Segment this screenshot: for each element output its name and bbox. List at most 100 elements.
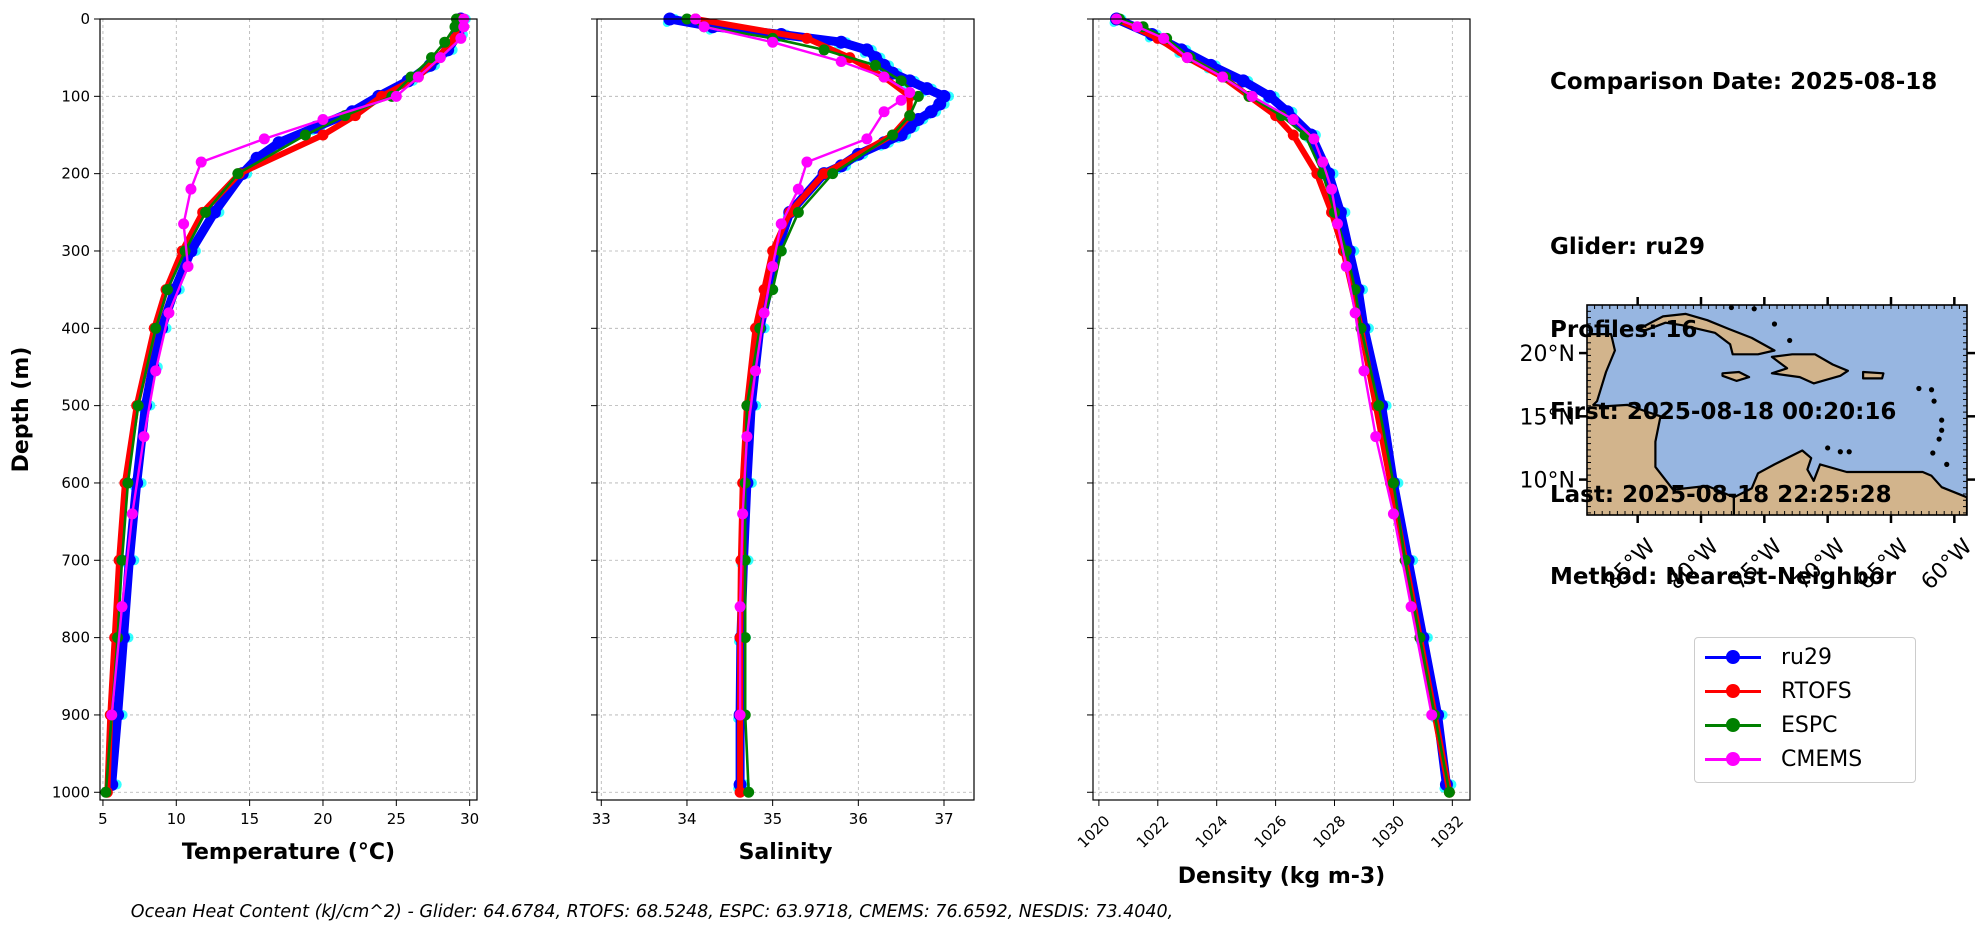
data-point [734, 709, 746, 721]
data-point [317, 114, 329, 126]
data-point [1263, 89, 1277, 103]
data-point [434, 52, 446, 64]
south-america [1732, 449, 1967, 515]
island [1825, 445, 1831, 451]
x-tick-label: 30 [460, 810, 479, 828]
data-point [1308, 133, 1320, 145]
x-tick-label: 36 [849, 810, 868, 828]
data-point [698, 21, 710, 33]
data-point [904, 110, 916, 122]
data-point [100, 786, 112, 798]
comparison-info: Comparison Date: 2025-08-18 ​ Glider: ru… [1550, 14, 1937, 619]
data-point [818, 44, 830, 56]
data-point [741, 431, 753, 443]
data-point [116, 554, 128, 566]
legend-swatch [1705, 649, 1761, 664]
data-point [150, 322, 162, 334]
data-point [1349, 307, 1361, 319]
series-line-ru29 [1112, 14, 1451, 789]
data-point [1426, 709, 1438, 721]
x-axis-label: Temperature (°C) [182, 840, 395, 865]
data-point [835, 56, 847, 68]
data-point [775, 245, 787, 257]
data-point [439, 36, 451, 48]
data-point [299, 129, 311, 141]
axes-frame [99, 18, 478, 801]
y-axis-label: Depth (m) [9, 347, 34, 473]
x-tick-label: 1022 [1133, 812, 1173, 852]
first-profile-time: First: 2025-08-18 00:20:16 [1550, 399, 1897, 425]
series-line-cmems [110, 17, 465, 717]
data-point [272, 136, 286, 150]
data-point [924, 105, 938, 119]
cuba [1637, 312, 1776, 356]
axes-frame [1092, 18, 1471, 801]
data-point [1326, 183, 1338, 195]
x-tick-label: 15 [240, 810, 259, 828]
data-point [1331, 218, 1343, 230]
plot-1: 5 10 15 20 25 3001002003004005006007008009001… [9, 10, 479, 865]
data-point [792, 206, 804, 218]
data-point [1236, 74, 1250, 88]
island [1930, 450, 1936, 456]
data-point [1287, 129, 1299, 141]
series-ru29 [104, 12, 471, 793]
central-america [1587, 333, 1736, 515]
data-point [827, 168, 839, 180]
legend-label: ESPC [1781, 712, 1838, 738]
island [1787, 337, 1793, 344]
data-point [792, 183, 804, 195]
x-tick-label: 1030 [1368, 812, 1408, 852]
island [1931, 398, 1937, 404]
data-point [754, 322, 766, 334]
x-tick-label: 35 [763, 810, 782, 828]
data-point [390, 90, 402, 102]
data-point [1370, 431, 1382, 443]
data-point [1287, 114, 1299, 126]
data-point [1405, 601, 1417, 613]
jamaica [1721, 370, 1751, 382]
map-lat-label: 15°N [1520, 405, 1575, 430]
island [1846, 449, 1852, 455]
data-point [861, 133, 873, 145]
series-line-ru29 [107, 14, 466, 789]
data-point [869, 59, 881, 71]
y-tick-label: 700 [61, 551, 90, 569]
data-point [739, 632, 751, 644]
data-point [758, 307, 770, 319]
series-cmems [690, 13, 916, 721]
y-tick-label: 100 [61, 87, 90, 105]
x-axis-label: Density (kg m-3) [1178, 864, 1386, 889]
island [1939, 417, 1945, 423]
x-tick-label: 25 [387, 810, 406, 828]
island [1939, 427, 1945, 433]
y-tick-label: 300 [61, 242, 90, 260]
data-point [163, 307, 175, 319]
data-point [132, 400, 144, 412]
data-point [412, 71, 424, 83]
data-point [455, 32, 467, 44]
data-point [116, 601, 128, 613]
y-tick-label: 1000 [52, 783, 90, 801]
hispaniola [1770, 353, 1850, 385]
data-point [767, 260, 779, 272]
data-point [801, 32, 813, 44]
data-point [317, 129, 329, 141]
data-point [1373, 400, 1385, 412]
x-tick-label: 1024 [1192, 812, 1232, 852]
x-tick-label: 1028 [1310, 812, 1350, 852]
data-point [200, 206, 212, 218]
method: Method: Nearest-Neighbor [1550, 564, 1897, 590]
data-point [1131, 21, 1143, 33]
data-point [207, 205, 221, 219]
profile-count: Profiles: 16 [1550, 316, 1698, 343]
legend-label: CMEMS [1781, 746, 1863, 772]
data-point [743, 786, 755, 798]
legend-swatch [1705, 683, 1761, 698]
data-point [818, 168, 830, 180]
legend-item-ru29: ru29 [1705, 642, 1832, 672]
data-point [195, 156, 207, 168]
data-point [903, 120, 917, 134]
x-tick-label: 1032 [1427, 812, 1467, 852]
